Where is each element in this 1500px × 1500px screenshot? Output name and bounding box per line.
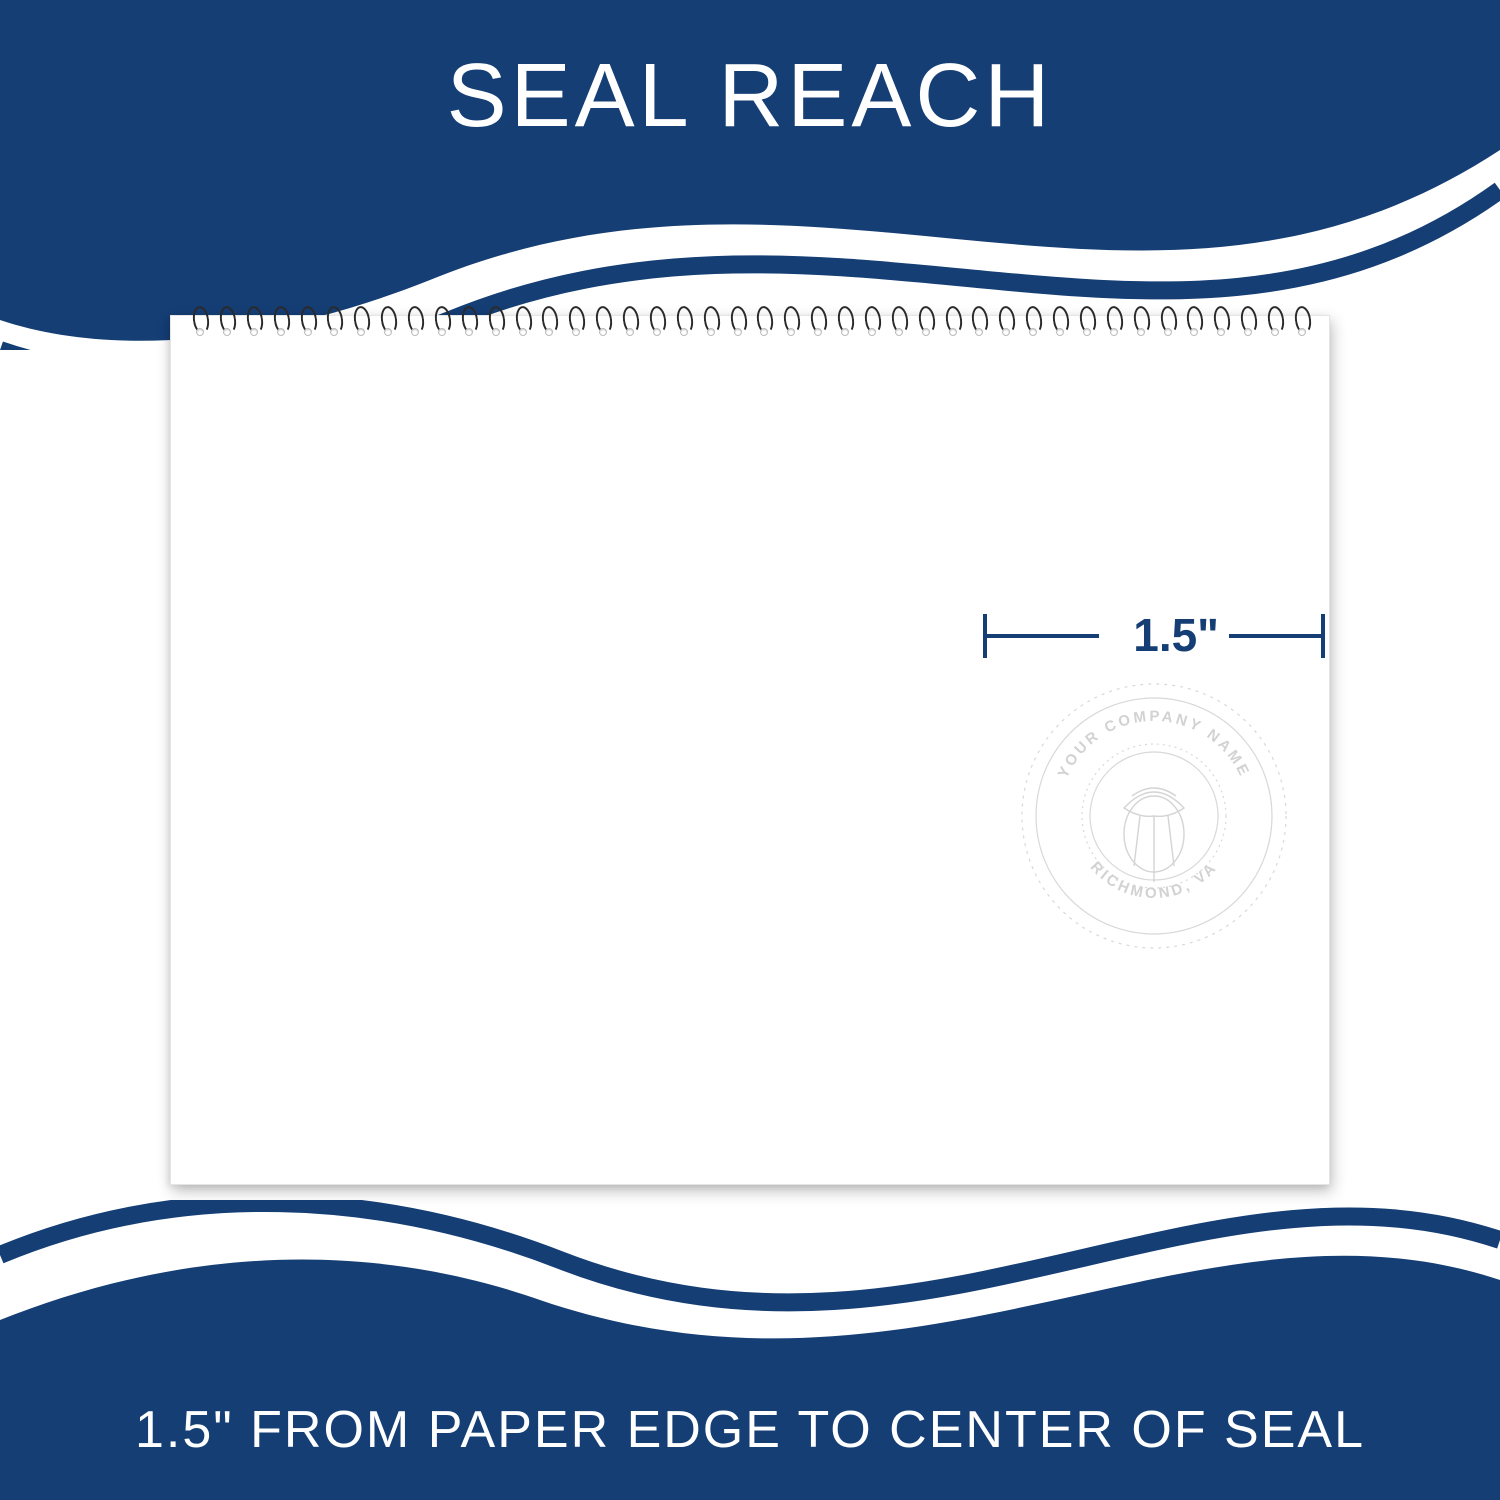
footer-caption: 1.5" FROM PAPER EDGE TO CENTER OF SEAL — [0, 1400, 1500, 1460]
spiral-ring — [917, 298, 933, 334]
embossed-seal: YOUR COMPANY NAME RICHMOND, VA — [1014, 676, 1294, 956]
spiral-ring — [782, 298, 798, 334]
spiral-ring — [755, 298, 771, 334]
spiral-ring — [540, 298, 556, 334]
spiral-ring — [1132, 298, 1148, 334]
spiral-ring — [1078, 298, 1094, 334]
spiral-ring — [863, 298, 879, 334]
spiral-ring — [890, 298, 906, 334]
spiral-ring — [272, 298, 288, 334]
spiral-ring — [299, 298, 315, 334]
spiral-ring — [1266, 298, 1282, 334]
spiral-ring — [514, 298, 530, 334]
spiral-ring — [1239, 298, 1255, 334]
seal-center-icon — [1124, 788, 1184, 882]
spiral-ring — [836, 298, 852, 334]
spiral-ring — [245, 298, 261, 334]
spiral-ring — [379, 298, 395, 334]
spiral-ring — [433, 298, 449, 334]
spiral-ring — [729, 298, 745, 334]
spiral-ring — [702, 298, 718, 334]
measurement-label: 1.5" — [1133, 608, 1219, 662]
spiral-ring — [1293, 298, 1309, 334]
spiral-ring — [594, 298, 610, 334]
spiral-ring — [406, 298, 422, 334]
spiral-ring — [460, 298, 476, 334]
spiral-ring — [997, 298, 1013, 334]
spiral-ring — [218, 298, 234, 334]
spiral-ring — [1159, 298, 1175, 334]
spiral-ring — [1185, 298, 1201, 334]
spiral-ring — [1051, 298, 1067, 334]
spiral-ring — [621, 298, 637, 334]
page-title: SEAL REACH — [0, 45, 1500, 148]
seal-top-text: YOUR COMPANY NAME — [1055, 708, 1254, 781]
spiral-ring — [352, 298, 368, 334]
spiral-ring — [567, 298, 583, 334]
spiral-ring — [675, 298, 691, 334]
spiral-ring — [1212, 298, 1228, 334]
spiral-binding — [191, 298, 1309, 334]
spiral-ring — [191, 298, 207, 334]
spiral-ring — [487, 298, 503, 334]
spiral-ring — [1105, 298, 1121, 334]
spiral-ring — [970, 298, 986, 334]
spiral-ring — [1024, 298, 1040, 334]
notepad: 1.5" — [170, 315, 1330, 1185]
spiral-ring — [325, 298, 341, 334]
spiral-ring — [944, 298, 960, 334]
spiral-ring — [809, 298, 825, 334]
spiral-ring — [648, 298, 664, 334]
infographic-canvas: SEAL REACH 1.5" — [0, 0, 1500, 1500]
